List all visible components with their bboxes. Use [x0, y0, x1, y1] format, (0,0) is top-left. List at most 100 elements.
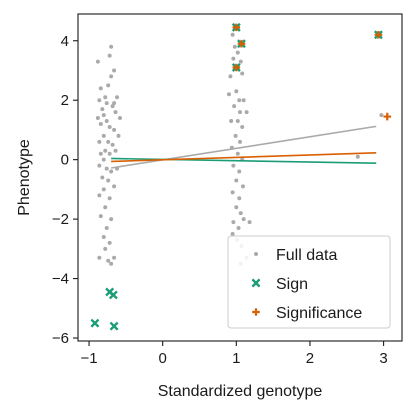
- data-point: [230, 32, 235, 37]
- data-point: [232, 104, 237, 109]
- data-point: [237, 169, 242, 174]
- series-significance: [232, 23, 392, 121]
- legend-label: Full data: [276, 247, 337, 264]
- y-tick-label: 0: [61, 152, 69, 169]
- data-point: [109, 321, 119, 331]
- data-point: [110, 142, 115, 147]
- x-tick-label: 0: [159, 350, 167, 367]
- data-point: [97, 193, 102, 198]
- data-point: [238, 110, 242, 115]
- data-point: [110, 104, 115, 109]
- data-point: [103, 205, 108, 210]
- x-tick-label: −1: [80, 350, 97, 367]
- data-point: [95, 116, 100, 121]
- data-point: [247, 220, 252, 225]
- data-point: [98, 214, 103, 219]
- data-point: [234, 205, 239, 210]
- data-point: [112, 101, 117, 106]
- data-point: [107, 196, 112, 201]
- x-tick-label: 2: [306, 350, 314, 367]
- data-point: [113, 110, 118, 115]
- data-point: [234, 89, 239, 94]
- data-point: [101, 113, 106, 118]
- data-point: [109, 217, 114, 222]
- data-point: [106, 178, 111, 183]
- data-point: [90, 318, 100, 328]
- data-point: [106, 258, 111, 263]
- axes-frame: [77, 13, 403, 342]
- data-point: [231, 163, 236, 168]
- data-point: [226, 92, 231, 97]
- data-point: [100, 107, 105, 112]
- legend-label: Significance: [276, 305, 362, 322]
- y-tick-label: −6: [52, 330, 69, 347]
- legend-marker-x: [251, 278, 261, 288]
- data-point: [116, 133, 121, 138]
- data-point: [383, 112, 392, 121]
- x-axis-title: Standardized genotype: [158, 383, 323, 400]
- data-point: [97, 255, 102, 260]
- data-point: [112, 184, 117, 189]
- data-point: [104, 119, 109, 124]
- data-point: [103, 95, 108, 100]
- data-point: [237, 98, 242, 103]
- data-point: [100, 175, 105, 180]
- legend-marker-plus: [252, 308, 260, 316]
- data-point: [238, 139, 242, 144]
- data-point: [109, 74, 114, 79]
- data-point: [232, 23, 241, 32]
- data-point: [107, 151, 112, 156]
- data-point: [107, 53, 112, 58]
- data-point: [237, 196, 242, 201]
- data-point: [232, 63, 241, 72]
- data-point: [101, 157, 106, 162]
- x-tick-label: 3: [379, 350, 387, 367]
- data-point: [107, 240, 112, 245]
- data-point: [109, 169, 114, 174]
- data-point: [103, 246, 108, 251]
- data-point: [98, 121, 103, 126]
- x-tick-label: 1: [232, 350, 240, 367]
- data-point: [355, 154, 360, 159]
- data-point: [117, 116, 122, 121]
- data-point: [98, 151, 103, 156]
- data-point: [108, 290, 118, 300]
- data-point: [107, 124, 112, 129]
- axes: Standardized genotype Phenotype −1 0 1 2 3 −6…: [16, 13, 403, 400]
- data-point: [238, 211, 243, 216]
- data-point: [106, 83, 111, 88]
- data-point: [112, 255, 117, 260]
- data-point: [240, 184, 245, 189]
- fit-line-significance: [111, 152, 377, 163]
- data-point: [104, 226, 109, 231]
- legend-marker-dot: [254, 252, 258, 256]
- data-point: [109, 261, 114, 266]
- y-axis-title: Phenotype: [16, 139, 33, 216]
- legend-box: [227, 235, 391, 329]
- y-tick-label: 4: [61, 33, 69, 50]
- data-point: [235, 151, 240, 156]
- data-point: [104, 166, 109, 171]
- data-point: [101, 187, 106, 192]
- data-point: [104, 101, 109, 106]
- data-point: [115, 95, 120, 100]
- y-tick-label: 2: [61, 92, 69, 109]
- y-tick-label: −4: [52, 271, 69, 288]
- data-point: [109, 44, 114, 49]
- fit-line-full-data: [111, 125, 377, 169]
- data-point: [235, 119, 240, 124]
- data-point: [241, 217, 246, 222]
- data-point: [233, 133, 238, 138]
- data-point: [97, 98, 102, 103]
- data-point: [238, 59, 243, 64]
- data-point: [113, 148, 118, 153]
- data-point: [103, 148, 108, 153]
- data-point: [235, 50, 240, 55]
- y-tick-label: −2: [52, 211, 69, 228]
- data-point: [97, 139, 102, 144]
- data-point: [95, 59, 100, 64]
- data-point: [101, 234, 106, 239]
- data-point: [241, 98, 246, 103]
